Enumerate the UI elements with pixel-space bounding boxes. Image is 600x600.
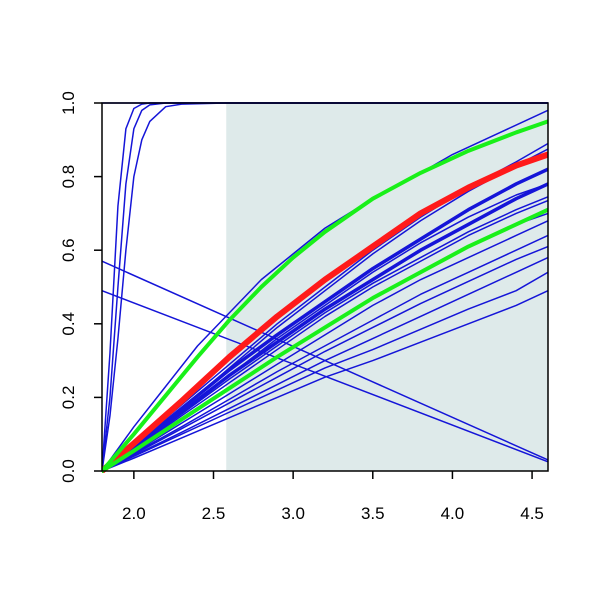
y-tick-label: 1.0: [59, 91, 78, 115]
series-line-blue-18: [102, 289, 548, 463]
series-line-blue-13: [102, 245, 548, 472]
y-tick-label: 0.6: [59, 238, 78, 262]
series-line-blue-19: [102, 167, 548, 473]
series-line-blue-4: [102, 109, 548, 472]
x-axis: 2.0 2.5 3.0 3.5 4.0 4.5: [122, 471, 544, 523]
y-tick-label: 0.0: [59, 459, 78, 483]
series-line-blue-15: [102, 271, 548, 472]
series-line-blue-17: [102, 260, 548, 461]
series-line-blue-12: [102, 234, 548, 472]
series-line-blue-9: [102, 199, 548, 472]
series-line-blue-11: [102, 220, 548, 472]
plot-area: [101, 102, 549, 473]
series-line-blue-16: [102, 289, 548, 472]
x-tick-label: 2.5: [202, 504, 226, 523]
y-axis: 0.0 0.2 0.4 0.6 0.8 1.0: [59, 91, 102, 483]
x-tick-label: 2.0: [122, 504, 146, 523]
x-tick-label: 3.0: [281, 504, 305, 523]
y-tick-label: 0.4: [59, 312, 78, 336]
x-tick-label: 4.0: [441, 504, 465, 523]
x-tick-label: 4.5: [520, 504, 544, 523]
series-line-green-22: [102, 119, 548, 473]
series-line-green-23: [102, 207, 548, 473]
plot-frame: [101, 102, 549, 472]
series-line-red-21: [102, 151, 548, 473]
shaded-region: [226, 103, 548, 471]
x-tick-label: 3.5: [361, 504, 385, 523]
series-line-blue-20: [102, 182, 548, 473]
series-layer: [102, 102, 548, 473]
y-tick-label: 0.2: [59, 386, 78, 410]
y-tick-label: 0.8: [59, 165, 78, 189]
